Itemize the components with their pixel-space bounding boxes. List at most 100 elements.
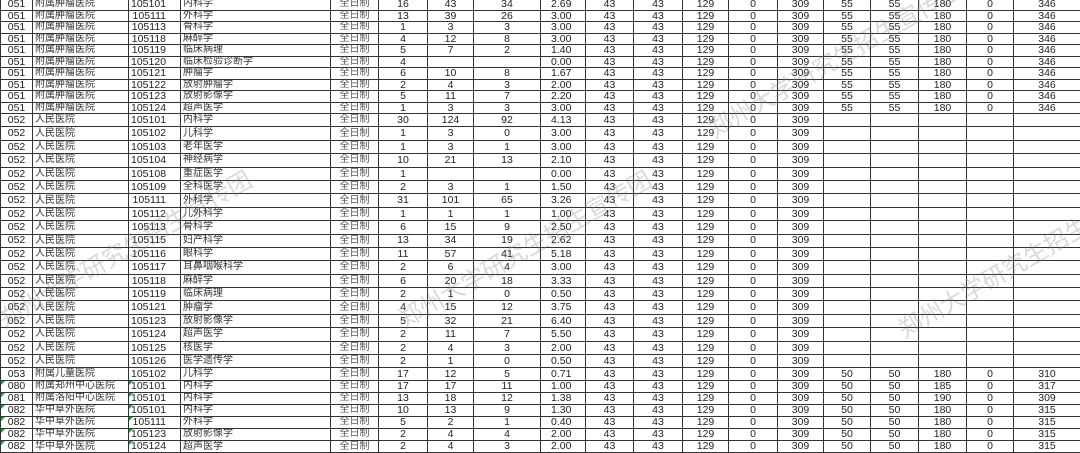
school-major-cell[interactable] [919, 274, 967, 287]
major-line-1-cell[interactable]: 129 [683, 45, 729, 57]
school-total-cell[interactable] [1014, 355, 1080, 368]
first-choice-cell[interactable] [474, 167, 541, 180]
major-line-2-cell[interactable]: 0 [729, 301, 778, 314]
school-politics-cell[interactable] [824, 355, 871, 368]
total-line-cell[interactable]: 309 [778, 355, 824, 368]
school-total-cell[interactable]: 315 [1014, 416, 1080, 428]
first-choice-cell[interactable]: 3 [474, 440, 541, 452]
major-line-1-cell[interactable]: 129 [683, 194, 729, 207]
dept-code-cell[interactable]: 052 [1, 355, 33, 368]
school-total-cell[interactable]: 346 [1014, 33, 1080, 45]
plan-count-cell[interactable]: 1 [379, 22, 428, 34]
major-line-2-cell[interactable]: 0 [729, 154, 778, 167]
study-mode-cell[interactable]: 全日制 [331, 79, 379, 91]
major-line-1-cell[interactable]: 129 [683, 355, 729, 368]
dept-code-cell[interactable]: 051 [1, 79, 33, 91]
major-line-2-cell[interactable]: 0 [729, 440, 778, 452]
ratio-cell[interactable]: 3.00 [541, 22, 586, 34]
applicants-cell[interactable]: 20 [428, 274, 474, 287]
english-line-cell[interactable]: 43 [634, 22, 683, 34]
school-english-cell[interactable]: 55 [871, 79, 919, 91]
total-line-cell[interactable]: 309 [778, 368, 824, 380]
major-line-1-cell[interactable]: 129 [683, 247, 729, 260]
politics-line-cell[interactable]: 43 [586, 380, 634, 392]
politics-line-cell[interactable]: 43 [586, 10, 634, 22]
first-choice-cell[interactable]: 9 [474, 404, 541, 416]
school-politics-cell[interactable]: 50 [824, 404, 871, 416]
plan-count-cell[interactable]: 2 [379, 341, 428, 354]
hospital-name-cell[interactable]: 人民医院 [33, 180, 129, 193]
school-major-cell[interactable] [919, 301, 967, 314]
english-line-cell[interactable]: 43 [634, 440, 683, 452]
english-line-cell[interactable]: 43 [634, 221, 683, 234]
major-name-cell[interactable]: 超声医学 [181, 102, 331, 114]
ratio-cell[interactable]: 3.00 [541, 261, 586, 274]
school-major-cell[interactable] [919, 114, 967, 127]
school-english-cell[interactable]: 55 [871, 102, 919, 114]
ratio-cell[interactable]: 3.75 [541, 301, 586, 314]
hospital-name-cell[interactable]: 人民医院 [33, 234, 129, 247]
school-politics-cell[interactable] [824, 114, 871, 127]
school-total-cell[interactable]: 346 [1014, 91, 1080, 103]
plan-count-cell[interactable]: 11 [379, 247, 428, 260]
major-line-1-cell[interactable]: 129 [683, 380, 729, 392]
english-line-cell[interactable]: 43 [634, 33, 683, 45]
major-name-cell[interactable]: 临床病理 [181, 288, 331, 301]
total-line-cell[interactable]: 309 [778, 301, 824, 314]
ratio-cell[interactable]: 1.30 [541, 404, 586, 416]
applicants-cell[interactable]: 12 [428, 368, 474, 380]
school-politics-cell[interactable]: 55 [824, 0, 871, 10]
school-total-cell[interactable] [1014, 247, 1080, 260]
school-english-cell[interactable] [871, 127, 919, 140]
ratio-cell[interactable]: 2.00 [541, 79, 586, 91]
first-choice-cell[interactable]: 8 [474, 68, 541, 80]
applicants-cell[interactable]: 10 [428, 68, 474, 80]
major-line-2-cell[interactable]: 0 [729, 91, 778, 103]
school-english-cell[interactable]: 55 [871, 56, 919, 68]
major-name-cell[interactable]: 放射影像学 [181, 91, 331, 103]
major-line-1-cell[interactable]: 129 [683, 314, 729, 327]
total-line-cell[interactable]: 309 [778, 328, 824, 341]
major-line-2-cell[interactable]: 0 [729, 79, 778, 91]
major-code-cell[interactable]: 105125 [129, 341, 181, 354]
first-choice-cell[interactable]: 41 [474, 247, 541, 260]
school-english-cell[interactable]: 50 [871, 392, 919, 404]
hospital-name-cell[interactable]: 人民医院 [33, 328, 129, 341]
school-major-cell[interactable]: 180 [919, 404, 967, 416]
major-code-cell[interactable]: 105123 [129, 91, 181, 103]
applicants-cell[interactable] [428, 167, 474, 180]
major-code-cell[interactable]: 105103 [129, 140, 181, 153]
politics-line-cell[interactable]: 43 [586, 68, 634, 80]
total-line-cell[interactable]: 309 [778, 207, 824, 220]
first-choice-cell[interactable]: 1 [474, 416, 541, 428]
major-name-cell[interactable]: 眼科学 [181, 247, 331, 260]
major-name-cell[interactable]: 外科学 [181, 416, 331, 428]
dept-code-cell[interactable]: 052 [1, 247, 33, 260]
school-major-cell[interactable]: 180 [919, 416, 967, 428]
study-mode-cell[interactable]: 全日制 [331, 301, 379, 314]
total-line-cell[interactable]: 309 [778, 404, 824, 416]
major-line-2-cell[interactable]: 0 [729, 314, 778, 327]
hospital-name-cell[interactable]: 人民医院 [33, 301, 129, 314]
school-politics-cell[interactable] [824, 328, 871, 341]
study-mode-cell[interactable]: 全日制 [331, 234, 379, 247]
study-mode-cell[interactable]: 全日制 [331, 194, 379, 207]
plan-count-cell[interactable]: 10 [379, 154, 428, 167]
school-english-cell[interactable] [871, 247, 919, 260]
school-total-cell[interactable] [1014, 221, 1080, 234]
school-major-cell[interactable]: 180 [919, 428, 967, 440]
major-line-1-cell[interactable]: 129 [683, 102, 729, 114]
politics-line-cell[interactable]: 43 [586, 301, 634, 314]
school-politics-cell[interactable]: 55 [824, 79, 871, 91]
major-name-cell[interactable]: 麻醉学 [181, 33, 331, 45]
ratio-cell[interactable]: 0.71 [541, 368, 586, 380]
ratio-cell[interactable]: 2.20 [541, 91, 586, 103]
applicants-cell[interactable]: 3 [428, 180, 474, 193]
english-line-cell[interactable]: 43 [634, 392, 683, 404]
major-code-cell[interactable]: 105117 [129, 261, 181, 274]
applicants-cell[interactable]: 7 [428, 45, 474, 57]
major-line-1-cell[interactable]: 129 [683, 301, 729, 314]
school-english-cell[interactable]: 50 [871, 440, 919, 452]
school-major-2-cell[interactable] [967, 355, 1014, 368]
applicants-cell[interactable]: 15 [428, 301, 474, 314]
